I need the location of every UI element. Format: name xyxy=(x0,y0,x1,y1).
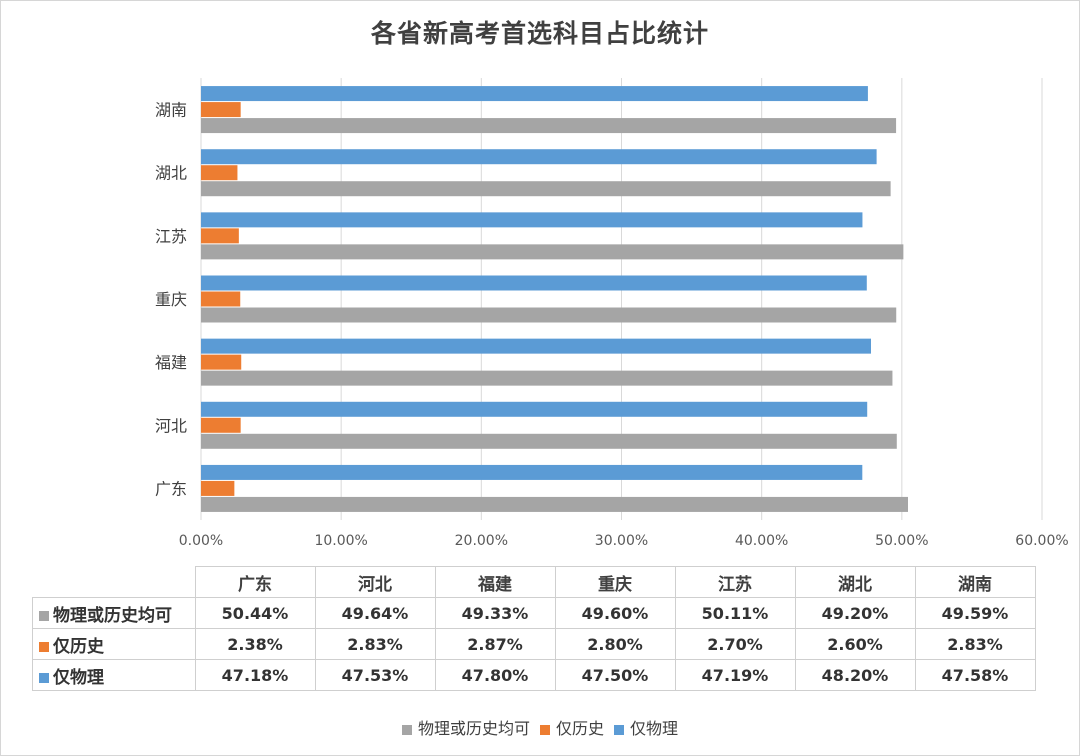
x-tick-label: 10.00% xyxy=(314,533,367,549)
legend-swatch xyxy=(39,610,49,621)
table-cell: 49.33% xyxy=(434,597,556,629)
grid-lines xyxy=(200,78,1043,520)
legend-swatch xyxy=(39,672,49,683)
x-tick-label: 60.00% xyxy=(1015,533,1068,549)
chart-title: 各省新高考首选科目占比统计 xyxy=(370,19,709,48)
legend-item: 仅历史 xyxy=(539,715,604,739)
bar-1-6 xyxy=(201,102,241,118)
bar-2-5 xyxy=(201,149,877,165)
legend-swatch xyxy=(39,641,49,652)
table-row-header: 物理或历史均可 xyxy=(32,597,196,629)
table-row: 仅历史 2.38% 2.83% 2.87% 2.80% 2.70% 2.60% 2.83% xyxy=(32,628,1036,660)
bar-chart: 广东 河北 福建 重庆 江苏 湖北 湖南 0.00% 10.00% 20.00% 30.00% 40… xyxy=(155,78,1069,549)
legend-label: 物理或历史均可 xyxy=(417,719,530,738)
table-row: 物理或历史均可 50.44% 49.64% 49.33% 49.60% 50.11% 49.… xyxy=(32,597,1036,629)
series-name: 仅物理 xyxy=(53,667,104,688)
table-cell: 2.60% xyxy=(794,628,916,660)
table-cell: 2.83% xyxy=(314,628,436,660)
bar-2-2 xyxy=(201,338,871,354)
category-labels: 广东 河北 福建 重庆 江苏 湖北 湖南 xyxy=(155,101,187,499)
legend-item: 仅物理 xyxy=(614,715,678,739)
bar-0-1 xyxy=(201,433,897,449)
table-col-header: 江苏 xyxy=(674,566,796,598)
table-cell: 50.44% xyxy=(194,597,316,629)
series-name: 仅历史 xyxy=(53,636,104,657)
category-label: 重庆 xyxy=(155,290,187,309)
table-col-header: 湖南 xyxy=(914,566,1036,598)
table-row-header: 仅物理 xyxy=(32,659,196,691)
table-cell: 47.58% xyxy=(914,659,1036,691)
table-header-row: 广东 河北 福建 重庆 江苏 湖北 湖南 xyxy=(32,566,1036,598)
table-corner xyxy=(32,566,196,598)
legend: 物理或历史均可 仅历史 仅物理 xyxy=(0,715,1080,739)
legend-label: 仅物理 xyxy=(630,719,679,738)
table-cell: 49.20% xyxy=(794,597,916,629)
table-row: 仅物理 47.18% 47.53% 47.80% 47.50% 47.19% 48.20% 4… xyxy=(32,659,1036,691)
bar-2-6 xyxy=(201,86,868,102)
bar-0-4 xyxy=(201,244,904,260)
table-cell: 2.38% xyxy=(194,628,316,660)
table-cell: 47.53% xyxy=(314,659,436,691)
table-cell: 2.70% xyxy=(674,628,796,660)
data-table: 广东 河北 福建 重庆 江苏 湖北 湖南 物理或历史均可 50.44% 49.64% 49.33%… xyxy=(32,566,1036,691)
bar-1-4 xyxy=(201,228,239,244)
table-body: 物理或历史均可 50.44% 49.64% 49.33% 49.60% 50.11% 49.… xyxy=(32,597,1036,691)
bar-1-0 xyxy=(201,480,235,496)
table-col-header: 湖北 xyxy=(794,566,916,598)
bar-0-5 xyxy=(201,181,891,197)
x-tick-labels: 0.00% 10.00% 20.00% 30.00% 40.00% 50.00% 60.00… xyxy=(179,533,1069,549)
x-tick-label: 40.00% xyxy=(735,533,788,549)
bar-2-4 xyxy=(201,212,863,228)
category-label: 广东 xyxy=(155,479,187,498)
bar-1-3 xyxy=(201,291,241,307)
series-name: 物理或历史均可 xyxy=(53,605,172,626)
table-col-header: 河北 xyxy=(314,566,436,598)
table-cell: 2.87% xyxy=(434,628,556,660)
table-col-header: 广东 xyxy=(194,566,316,598)
table-cell: 47.18% xyxy=(194,659,316,691)
legend-item: 物理或历史均可 xyxy=(401,715,530,739)
category-label: 福建 xyxy=(155,353,187,372)
bar-1-2 xyxy=(201,354,242,370)
bar-1-5 xyxy=(201,165,238,181)
table-cell: 50.11% xyxy=(674,597,796,629)
table-row-header: 仅历史 xyxy=(32,628,196,660)
table-cell: 2.83% xyxy=(914,628,1036,660)
table-col-header: 福建 xyxy=(434,566,556,598)
bar-1-1 xyxy=(201,417,241,433)
category-label: 河北 xyxy=(155,416,187,435)
table-cell: 2.80% xyxy=(554,628,676,660)
table-cell: 49.64% xyxy=(314,597,436,629)
table-cell: 49.59% xyxy=(914,597,1036,629)
legend-swatch xyxy=(614,724,624,735)
bar-2-0 xyxy=(201,464,863,480)
x-tick-label: 30.00% xyxy=(595,533,648,549)
table-cell: 48.20% xyxy=(794,659,916,691)
category-label: 湖北 xyxy=(155,164,187,183)
category-label: 湖南 xyxy=(155,101,187,120)
table-cell: 47.50% xyxy=(554,659,676,691)
category-label: 江苏 xyxy=(155,227,187,246)
bar-2-1 xyxy=(201,401,868,417)
bar-0-6 xyxy=(201,118,897,134)
legend-swatch xyxy=(401,724,412,735)
bars xyxy=(201,86,909,512)
x-tick-label: 20.00% xyxy=(455,533,508,549)
table-cell: 47.80% xyxy=(434,659,556,691)
legend-swatch xyxy=(539,724,550,735)
table-col-header: 重庆 xyxy=(554,566,676,598)
bar-2-3 xyxy=(201,275,867,291)
bar-0-2 xyxy=(201,370,893,386)
x-tick-label: 50.00% xyxy=(875,533,928,549)
bar-0-0 xyxy=(201,496,909,512)
table-cell: 49.60% xyxy=(554,597,676,629)
table-cell: 47.19% xyxy=(674,659,796,691)
x-tick-label: 0.00% xyxy=(179,533,223,549)
legend-label: 仅历史 xyxy=(555,719,604,738)
bar-0-3 xyxy=(201,307,897,323)
